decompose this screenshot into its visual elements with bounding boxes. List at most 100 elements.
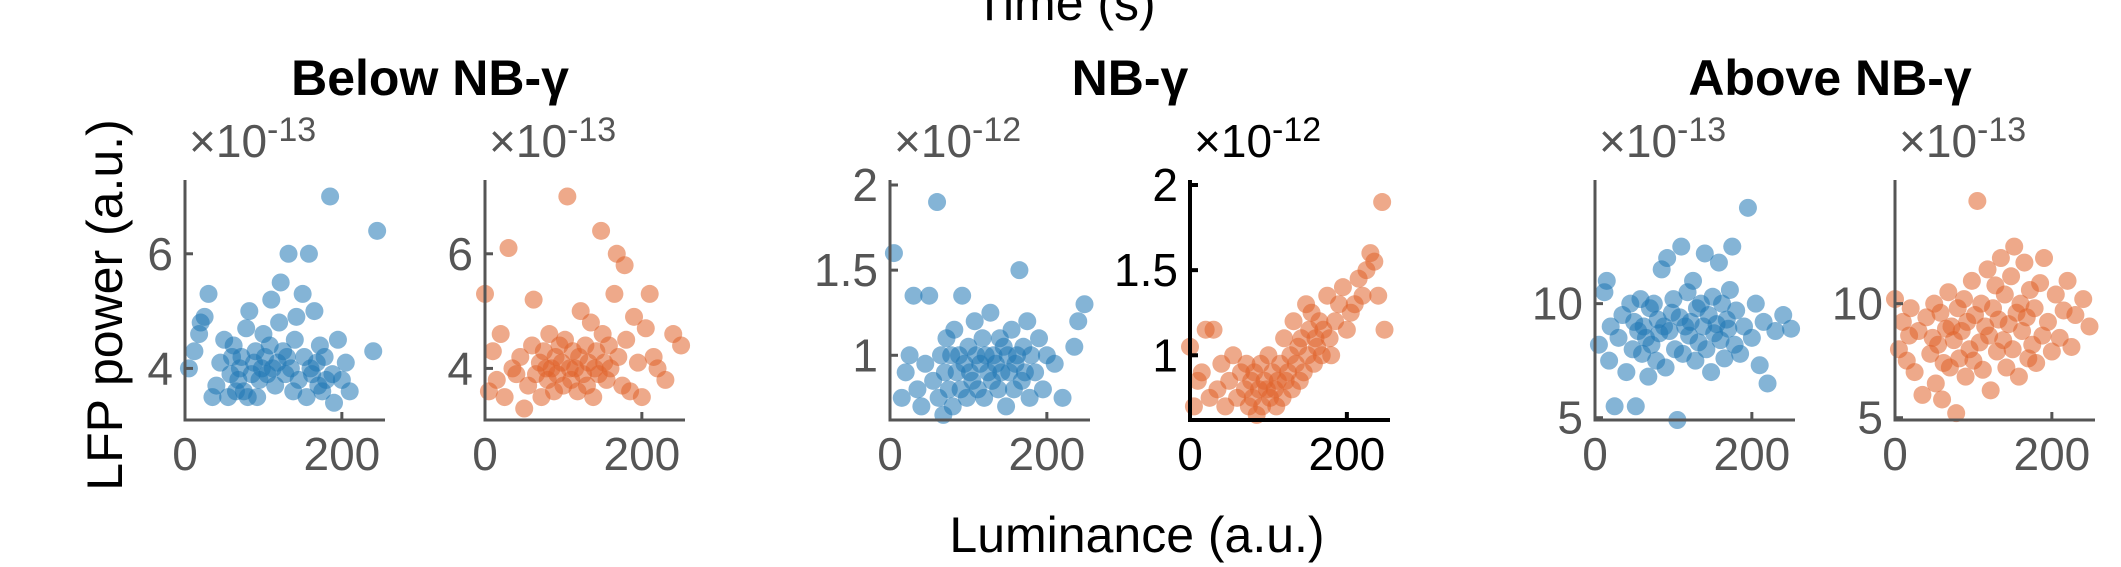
scatter-panel-5: 5 10 0 200 ×10-13 xyxy=(1532,111,1801,480)
data-point xyxy=(1664,290,1683,309)
data-point xyxy=(299,244,318,263)
data-point xyxy=(305,302,324,321)
data-point xyxy=(336,353,355,372)
data-point xyxy=(1719,319,1738,338)
x-tick-label: 200 xyxy=(303,428,380,480)
data-point xyxy=(1947,404,1966,423)
data-point xyxy=(1672,237,1691,256)
data-point xyxy=(1997,358,2016,377)
data-point xyxy=(2031,274,2050,293)
data-point xyxy=(581,313,600,332)
data-point xyxy=(515,399,534,418)
data-point xyxy=(1184,397,1203,416)
x-tick-label: 200 xyxy=(2013,428,2090,480)
data-point xyxy=(2074,290,2093,309)
data-point xyxy=(1053,388,1072,407)
data-point xyxy=(1774,306,1793,325)
data-point xyxy=(640,284,659,303)
data-point xyxy=(2009,367,2028,386)
data-point xyxy=(270,313,289,332)
data-point xyxy=(1901,299,1920,318)
data-point xyxy=(1913,385,1932,404)
y-tick-label: 1.5 xyxy=(814,244,878,296)
data-point xyxy=(1284,312,1303,331)
x-tick-label: 0 xyxy=(1177,428,1203,480)
y-tick-label: 5 xyxy=(1857,392,1883,444)
data-point xyxy=(1980,326,1999,345)
data-point xyxy=(1909,322,1928,341)
data-point xyxy=(975,388,994,407)
data-point xyxy=(1978,260,1997,279)
data-point xyxy=(2013,322,2032,341)
y-tick-label: 2 xyxy=(1152,159,1178,211)
data-point xyxy=(1375,320,1394,339)
data-point xyxy=(1955,290,1974,309)
data-point xyxy=(965,312,984,331)
data-point xyxy=(1617,363,1636,382)
x-tick-label: 0 xyxy=(172,428,198,480)
data-point xyxy=(592,221,611,240)
data-point xyxy=(1709,253,1728,272)
data-point xyxy=(195,307,214,326)
data-point xyxy=(1656,358,1675,377)
data-point xyxy=(293,284,312,303)
data-point xyxy=(2003,340,2022,359)
data-point xyxy=(495,388,514,407)
group-title-below: Below NB-γ xyxy=(291,50,569,106)
data-point xyxy=(1333,278,1352,297)
data-point xyxy=(1045,354,1064,373)
data-point xyxy=(989,380,1008,399)
data-point xyxy=(1702,363,1721,382)
data-point xyxy=(1275,329,1294,348)
data-point xyxy=(1337,320,1356,339)
data-point xyxy=(1905,363,1924,382)
data-point xyxy=(1991,249,2010,268)
data-point xyxy=(1750,356,1769,375)
y-tick-label: 4 xyxy=(147,342,173,394)
data-point xyxy=(237,319,256,338)
scatter-panel-1: 4 6 0 200 ×10-13 xyxy=(147,111,387,480)
data-point xyxy=(1742,328,1761,347)
data-point xyxy=(285,330,304,349)
data-point xyxy=(491,325,510,344)
data-point xyxy=(2046,285,2065,304)
data-point xyxy=(2005,237,2024,256)
y-tick-label: 10 xyxy=(1532,278,1583,330)
x-tick-label: 0 xyxy=(877,428,903,480)
data-point xyxy=(185,342,204,361)
data-point xyxy=(1697,340,1716,359)
data-point xyxy=(1010,261,1029,280)
x-axis-label: Luminance (a.u.) xyxy=(949,507,1324,563)
x-tick-label: 200 xyxy=(603,428,680,480)
data-point xyxy=(973,329,992,348)
data-point xyxy=(2002,267,2021,286)
scatter-panel-4: 1 1.5 2 0 200 ×10-12 xyxy=(1114,111,1394,480)
x-tick-label: 200 xyxy=(1308,428,1385,480)
data-point xyxy=(2011,294,2030,313)
data-point xyxy=(499,239,518,258)
data-point xyxy=(2033,326,2052,345)
data-point xyxy=(297,388,316,407)
data-point xyxy=(884,244,903,263)
data-point xyxy=(2058,271,2077,290)
x-tick-label: 200 xyxy=(1008,428,1085,480)
axis-exponent-label: ×10-13 xyxy=(189,111,316,167)
data-point xyxy=(1766,322,1785,341)
data-point xyxy=(1782,319,1801,338)
data-point xyxy=(920,286,939,305)
data-point xyxy=(1609,328,1628,347)
data-point xyxy=(1373,193,1392,212)
data-point xyxy=(916,354,935,373)
data-point xyxy=(1968,191,1987,210)
data-point xyxy=(2042,342,2061,361)
data-point xyxy=(609,347,628,366)
axis-exponent-label: ×10-13 xyxy=(489,111,616,167)
data-point xyxy=(1626,397,1645,416)
scatter-panel-3: 1 1.5 2 0 200 ×10-12 xyxy=(814,111,1094,480)
data-point xyxy=(1723,237,1742,256)
data-point xyxy=(262,290,281,309)
data-point xyxy=(487,370,506,389)
y-tick-label: 1 xyxy=(852,329,878,381)
y-tick-label: 2 xyxy=(852,159,878,211)
data-point xyxy=(368,221,387,240)
